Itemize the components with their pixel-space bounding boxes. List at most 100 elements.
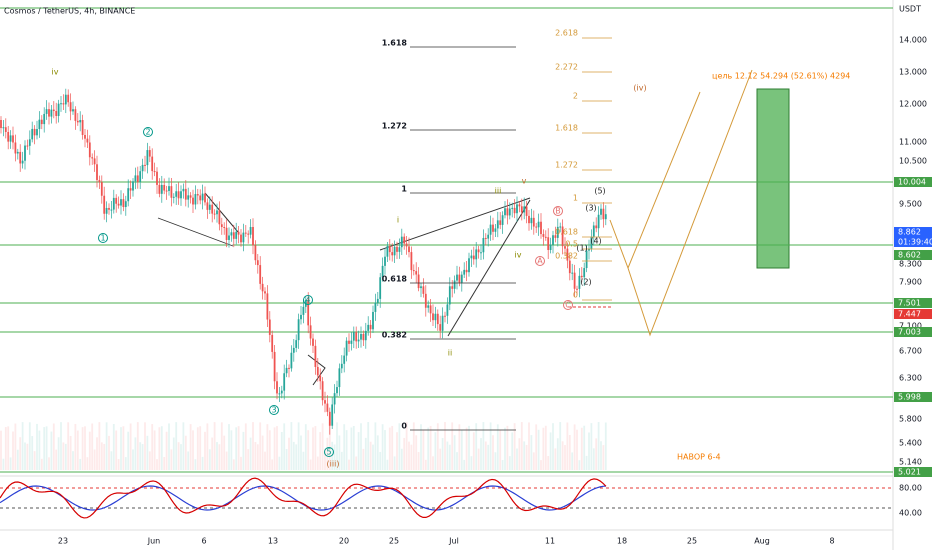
volume	[244, 423, 247, 470]
candle	[340, 363, 343, 369]
candle	[122, 199, 125, 208]
wave-circle	[143, 127, 153, 137]
volume	[331, 441, 334, 470]
volume	[45, 426, 48, 470]
candle	[0, 120, 2, 129]
candle	[600, 208, 602, 215]
volume	[93, 449, 96, 470]
candle	[304, 300, 307, 307]
volume	[163, 457, 166, 470]
candle	[177, 191, 180, 199]
candle	[192, 197, 194, 205]
candle	[129, 188, 132, 191]
candle	[16, 151, 19, 154]
candle	[141, 164, 144, 172]
candle	[376, 298, 379, 303]
candle	[520, 206, 523, 213]
volume	[506, 425, 509, 470]
volume	[79, 458, 82, 470]
candle	[175, 191, 178, 197]
price-flag-label: 01:39:40	[898, 238, 932, 247]
candle	[12, 135, 14, 143]
volume	[422, 430, 425, 470]
candle	[69, 102, 72, 112]
volume	[564, 445, 566, 470]
volume	[256, 444, 259, 470]
candle	[31, 128, 34, 140]
candle	[292, 347, 295, 353]
date-label: 18	[617, 537, 627, 546]
volume	[43, 427, 46, 470]
volume	[14, 423, 17, 470]
volume	[470, 456, 473, 470]
volume	[232, 459, 235, 470]
candle	[604, 214, 607, 220]
volume	[537, 429, 540, 470]
candle	[492, 224, 494, 232]
volume	[583, 425, 586, 470]
candle	[21, 160, 24, 164]
candle	[405, 243, 408, 247]
date-label: 20	[339, 537, 349, 546]
volume	[547, 456, 550, 470]
fib-label: 0.618	[555, 228, 578, 237]
fib-label: 1.618	[555, 124, 578, 133]
candle	[314, 345, 317, 367]
volume	[585, 455, 588, 470]
candle	[417, 274, 420, 289]
volume	[187, 451, 190, 470]
volume	[571, 452, 574, 470]
wave-label: 2	[145, 128, 150, 137]
volume	[172, 437, 175, 470]
volume	[153, 430, 156, 470]
volume	[168, 423, 170, 470]
volume	[292, 441, 295, 470]
candle	[460, 274, 463, 283]
candle	[576, 288, 578, 290]
price-label: 14.000	[899, 36, 927, 45]
candle	[26, 145, 29, 147]
candle	[216, 210, 218, 215]
candle	[247, 233, 250, 235]
price-flag	[894, 298, 932, 308]
candle	[276, 381, 278, 394]
candle	[4, 127, 7, 133]
candle	[228, 235, 230, 240]
candle	[415, 271, 418, 275]
candle	[321, 381, 324, 401]
volume	[57, 437, 60, 470]
volume	[141, 444, 144, 470]
volume	[225, 451, 228, 470]
volume	[98, 422, 101, 470]
candle	[163, 184, 166, 191]
candle	[244, 232, 247, 234]
candle	[45, 109, 48, 114]
candle	[136, 175, 139, 182]
volume	[201, 456, 204, 470]
candle	[261, 283, 264, 292]
volume	[602, 445, 605, 470]
volume	[595, 438, 598, 470]
volume	[403, 437, 406, 470]
volume	[508, 456, 511, 470]
volume	[597, 422, 600, 470]
volume	[360, 423, 362, 470]
volume	[124, 457, 127, 470]
volume	[144, 422, 146, 470]
candle	[199, 195, 202, 201]
candle	[266, 293, 269, 320]
candle	[268, 319, 271, 335]
candle	[583, 268, 586, 278]
volume	[218, 444, 221, 470]
wave-label: iv	[515, 251, 522, 260]
wave-label: C	[565, 301, 571, 310]
volume	[352, 426, 355, 470]
date-label: 25	[389, 537, 399, 546]
wave-label: (1)	[576, 244, 587, 253]
candle	[240, 234, 242, 243]
candle	[516, 204, 518, 214]
candle	[472, 255, 475, 260]
candle	[343, 355, 346, 364]
volume	[316, 456, 319, 470]
candle	[112, 197, 115, 210]
